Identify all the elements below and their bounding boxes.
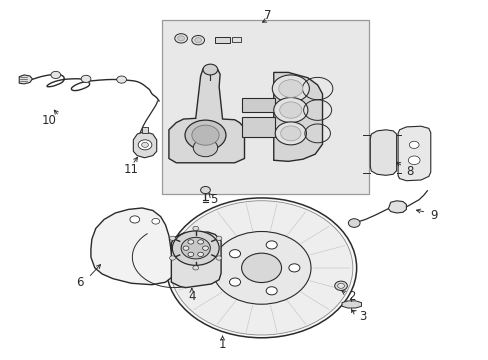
Circle shape	[181, 237, 210, 259]
Circle shape	[197, 252, 203, 256]
Bar	[142, 127, 148, 133]
Polygon shape	[168, 66, 244, 163]
Circle shape	[265, 287, 277, 295]
Circle shape	[265, 241, 277, 249]
Circle shape	[81, 75, 91, 82]
Circle shape	[193, 139, 217, 157]
Polygon shape	[19, 75, 32, 84]
Circle shape	[187, 252, 193, 256]
Circle shape	[202, 246, 208, 250]
Polygon shape	[341, 301, 361, 308]
Circle shape	[117, 76, 126, 83]
Circle shape	[130, 216, 140, 223]
Circle shape	[191, 36, 204, 45]
Circle shape	[408, 141, 418, 148]
Circle shape	[216, 256, 222, 260]
Circle shape	[212, 231, 310, 304]
Circle shape	[166, 198, 356, 338]
Circle shape	[347, 219, 359, 227]
Circle shape	[183, 246, 188, 250]
Text: 3: 3	[358, 310, 366, 324]
Circle shape	[200, 186, 210, 194]
Circle shape	[177, 36, 184, 41]
Circle shape	[152, 219, 159, 224]
Text: 4: 4	[188, 290, 195, 303]
Circle shape	[174, 34, 187, 43]
Circle shape	[169, 236, 175, 240]
Polygon shape	[133, 132, 157, 158]
Circle shape	[280, 126, 300, 141]
Polygon shape	[91, 208, 173, 285]
Bar	[215, 37, 229, 43]
Text: 5: 5	[210, 193, 217, 206]
Text: 8: 8	[406, 165, 413, 177]
Text: 7: 7	[264, 9, 271, 22]
Bar	[161, 21, 368, 194]
Text: 6: 6	[76, 276, 83, 289]
Text: 9: 9	[429, 210, 437, 222]
Bar	[232, 37, 241, 42]
Polygon shape	[171, 232, 221, 288]
Circle shape	[278, 80, 302, 98]
Circle shape	[51, 71, 61, 78]
Circle shape	[279, 102, 301, 118]
Circle shape	[191, 125, 219, 145]
Polygon shape	[397, 126, 430, 181]
Circle shape	[288, 264, 299, 272]
Circle shape	[272, 75, 309, 102]
Circle shape	[229, 249, 240, 258]
Circle shape	[170, 201, 352, 335]
Text: 2: 2	[347, 290, 355, 303]
Circle shape	[187, 240, 193, 244]
Circle shape	[197, 240, 203, 244]
Circle shape	[192, 266, 198, 270]
Circle shape	[334, 281, 346, 291]
Circle shape	[407, 156, 419, 165]
Circle shape	[184, 120, 225, 150]
Circle shape	[194, 38, 201, 42]
Circle shape	[138, 140, 152, 150]
Circle shape	[273, 98, 307, 123]
Text: 11: 11	[123, 163, 139, 176]
Bar	[242, 117, 275, 137]
Polygon shape	[273, 72, 322, 161]
Circle shape	[275, 122, 306, 145]
Polygon shape	[387, 201, 406, 213]
Polygon shape	[369, 130, 396, 175]
Circle shape	[142, 142, 148, 147]
Circle shape	[192, 226, 198, 230]
Bar	[242, 98, 275, 112]
Circle shape	[203, 64, 217, 75]
Circle shape	[229, 278, 240, 286]
Circle shape	[216, 236, 222, 240]
Circle shape	[172, 231, 219, 265]
Circle shape	[169, 256, 175, 260]
Text: 10: 10	[42, 114, 57, 127]
Circle shape	[337, 283, 344, 288]
Text: 1: 1	[218, 338, 226, 351]
Circle shape	[241, 253, 281, 283]
